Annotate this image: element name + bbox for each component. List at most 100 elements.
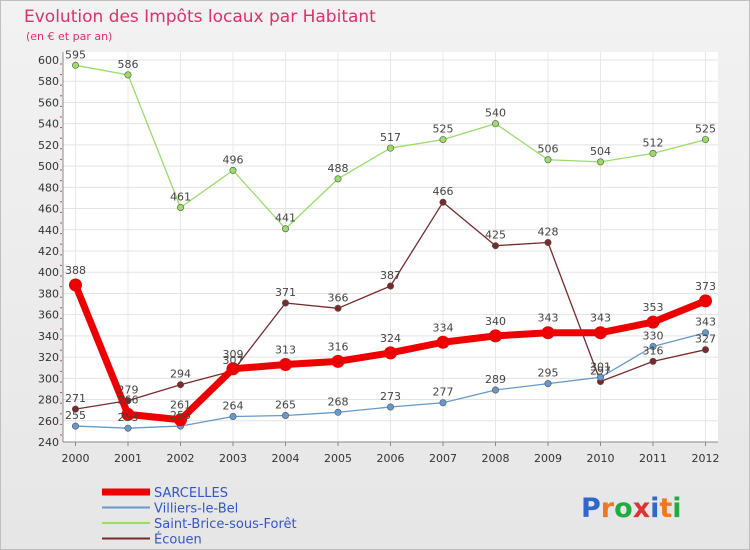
- data-label: 316: [328, 340, 349, 353]
- y-tick-label: 420: [38, 245, 59, 258]
- data-point: [334, 304, 342, 312]
- data-point: [124, 71, 132, 79]
- data-label: 255: [65, 409, 86, 422]
- logo-letter: i: [672, 493, 681, 524]
- y-tick-label: 440: [38, 224, 59, 237]
- data-label: 461: [170, 190, 191, 203]
- logo-letter: o: [614, 493, 633, 524]
- y-tick-label: 280: [38, 394, 59, 407]
- logo-letter: r: [601, 493, 615, 524]
- data-label: 279: [118, 384, 139, 397]
- data-label: 373: [695, 280, 716, 293]
- data-label: 388: [65, 264, 86, 277]
- x-tick-label: 2011: [639, 452, 667, 465]
- data-label: 289: [485, 373, 506, 386]
- data-point: [701, 346, 709, 354]
- logo-letter: i: [650, 493, 659, 524]
- data-point: [701, 329, 709, 337]
- data-point: [72, 61, 80, 69]
- legend-label: SARCELLES: [154, 486, 228, 501]
- data-point: [121, 407, 135, 421]
- data-point: [384, 346, 397, 360]
- data-point: [386, 144, 394, 152]
- data-label: 294: [170, 368, 191, 381]
- y-tick-label: 400: [38, 266, 59, 279]
- data-point: [72, 422, 80, 430]
- y-tick-label: 600: [38, 54, 59, 67]
- data-label: 595: [65, 48, 86, 61]
- data-label: 343: [695, 316, 716, 329]
- y-tick-label: 300: [38, 372, 59, 385]
- logo-letter: t: [659, 493, 672, 524]
- data-point: [594, 326, 607, 340]
- x-tick-label: 2000: [62, 452, 90, 465]
- data-label: 343: [538, 312, 559, 325]
- data-label: 324: [380, 332, 401, 345]
- data-point: [124, 424, 132, 432]
- legend-label: Saint-Brice-sous-Forêt: [154, 517, 297, 532]
- y-tick-label: 340: [38, 330, 59, 343]
- y-tick-label: 320: [38, 351, 59, 364]
- data-label: 327: [695, 333, 716, 346]
- data-point: [491, 242, 499, 250]
- data-point: [436, 335, 450, 349]
- data-point: [491, 386, 499, 394]
- data-point: [646, 315, 660, 329]
- data-point: [544, 380, 552, 388]
- x-tick-label: 2007: [429, 452, 457, 465]
- data-label: 271: [65, 392, 86, 405]
- data-label: 428: [538, 226, 559, 239]
- data-point: [331, 354, 345, 368]
- data-label: 253: [118, 411, 139, 424]
- data-point: [489, 329, 502, 343]
- y-tick-label: 380: [38, 287, 59, 300]
- data-point: [72, 405, 80, 413]
- x-tick-label: 2006: [377, 452, 405, 465]
- y-tick-label: 360: [38, 309, 59, 322]
- data-label: 307: [223, 354, 244, 367]
- data-point: [334, 408, 342, 416]
- data-point: [229, 166, 237, 174]
- y-tick-label: 520: [38, 139, 59, 152]
- x-tick-label: 2003: [219, 452, 247, 465]
- y-tick-label: 560: [38, 96, 59, 109]
- data-label: 340: [485, 315, 506, 328]
- x-tick-label: 2010: [587, 452, 615, 465]
- data-label: 261: [170, 399, 191, 412]
- y-tick-label: 240: [38, 436, 59, 449]
- data-label: 371: [275, 286, 296, 299]
- data-point: [177, 203, 185, 211]
- data-label: 255: [170, 409, 191, 422]
- data-label: 353: [643, 301, 664, 314]
- data-label: 525: [433, 123, 454, 136]
- data-point: [174, 413, 187, 427]
- data-label: 264: [223, 400, 244, 413]
- data-label: 540: [485, 107, 506, 120]
- data-point: [541, 326, 555, 340]
- data-label: 309: [223, 348, 244, 361]
- data-point: [386, 282, 394, 290]
- data-label: 265: [275, 398, 296, 411]
- data-point: [69, 278, 82, 292]
- data-label: 586: [118, 58, 139, 71]
- data-label: 525: [695, 123, 716, 136]
- data-label: 466: [433, 185, 454, 198]
- data-point: [439, 399, 447, 407]
- grid: [63, 52, 718, 443]
- axes: 240 260 280 300 320 340 360 380 400 420 440 460 480 5…: [38, 52, 720, 465]
- x-tick-label: 2004: [272, 452, 300, 465]
- x-tick-label: 2012: [692, 452, 720, 465]
- x-tick-label: 2009: [534, 452, 562, 465]
- x-tick-label: 2001: [114, 452, 142, 465]
- series-layer: 388 266 261 309 313 316 324 334 340 343 343 353 373 2…: [65, 48, 716, 432]
- data-point: [596, 158, 604, 166]
- data-label: 297: [590, 365, 611, 378]
- x-tick-label: 2002: [167, 452, 195, 465]
- data-point: [699, 294, 712, 308]
- data-point: [701, 136, 709, 144]
- proxiti-logo: Proxiti: [581, 493, 682, 524]
- x-tick-label: 2008: [482, 452, 510, 465]
- data-label: 512: [643, 136, 664, 149]
- data-label: 301: [590, 360, 611, 373]
- data-label: 343: [590, 312, 611, 325]
